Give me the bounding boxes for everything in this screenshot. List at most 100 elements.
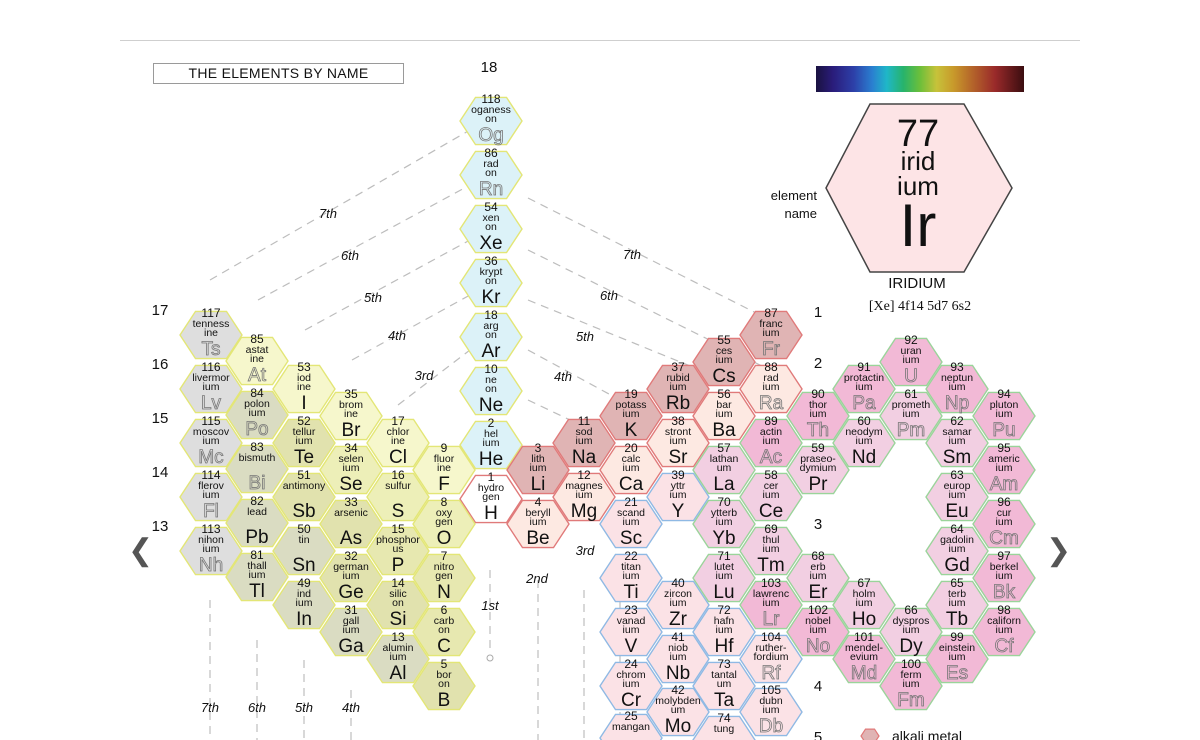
next-arrow-icon[interactable]: ❯ [1046, 534, 1072, 567]
group-number: 3 [814, 516, 822, 533]
element-name-part: ium [716, 408, 733, 420]
element-name-part: tung [714, 723, 735, 735]
prev-arrow-icon[interactable]: ❮ [128, 534, 154, 567]
element-name-part: actin [760, 426, 782, 438]
